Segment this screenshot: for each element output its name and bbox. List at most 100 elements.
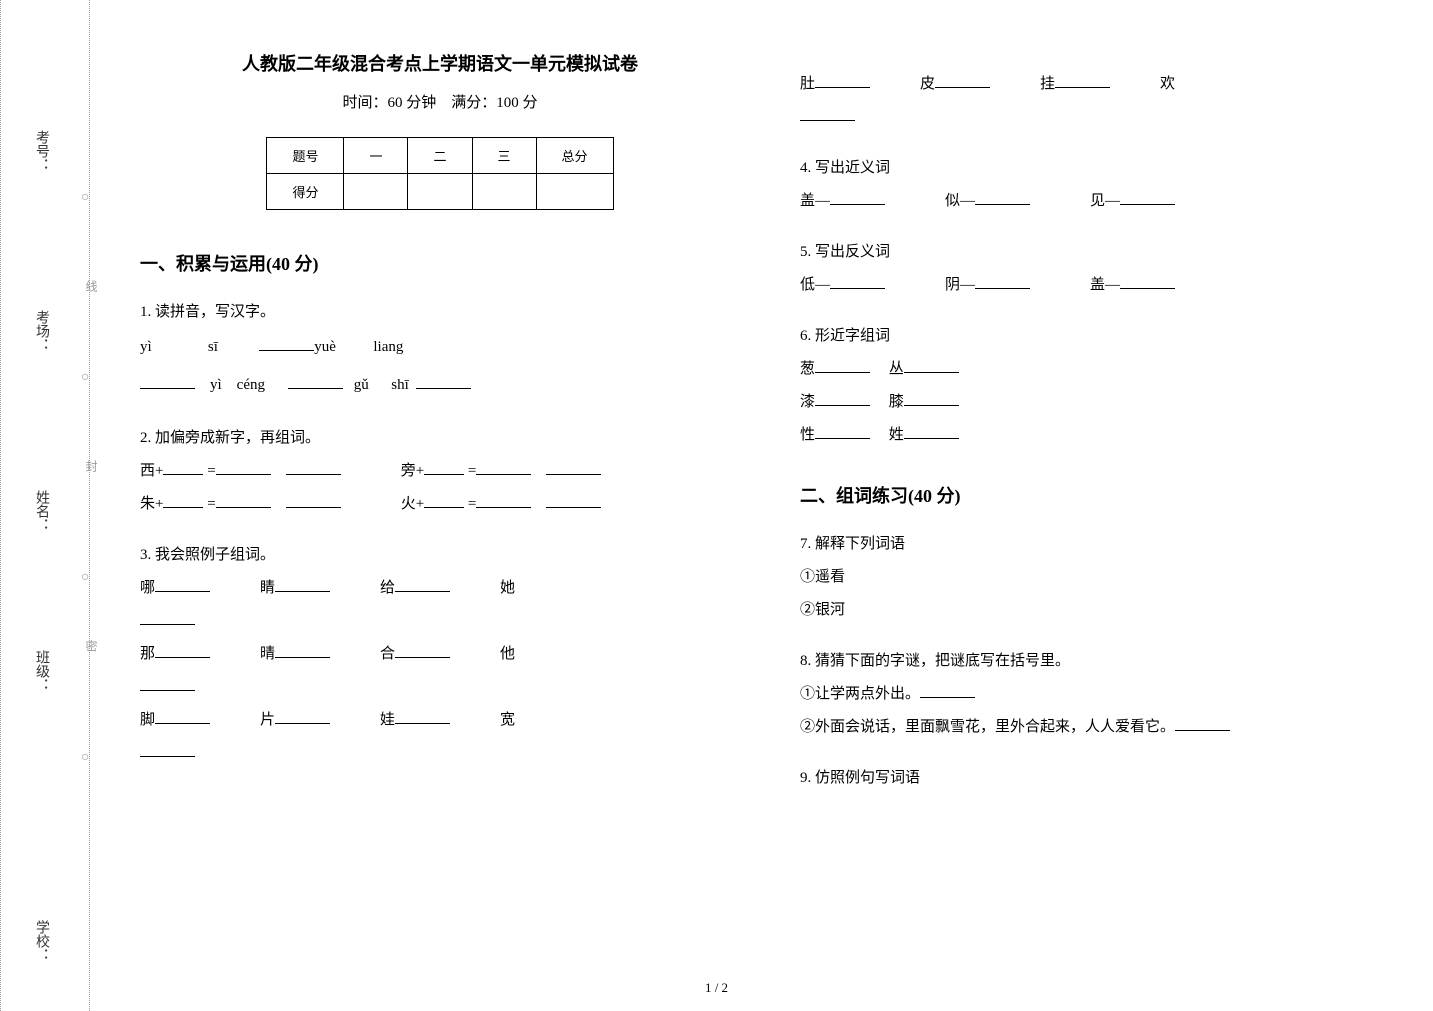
table-cell [472,174,536,210]
q3-char: 欢 [1160,68,1175,101]
q4-items: 盖— 似— 见— [800,185,1400,218]
question-8: 8. 猜猜下面的字谜，把谜底写在括号里。 ①让学两点外出。 ②外面会说话，里面飘… [800,645,1400,744]
pinyin: yì [140,339,152,355]
q8-riddle: ②外面会说话，里面飘雪花，里外合起来，人人爱看它。 [800,711,1400,744]
q3-char: 皮 [920,68,990,101]
q3-blank-row [140,671,740,704]
q5-item: 盖— [1090,269,1175,302]
blank [140,673,195,691]
table-row: 题号 一 二 三 总分 [267,138,613,174]
q7-item: ②银河 [800,594,1400,627]
q3-char: 合 [380,638,450,671]
q6-pair: 性 姓 [800,419,1400,452]
pinyin: céng [237,377,265,393]
blank [163,490,203,508]
blank [163,457,203,475]
q3-blank-row [800,101,1400,134]
blank [1175,713,1230,731]
seal-text-3: 密 [83,640,100,652]
q5-items: 低— 阴— 盖— [800,269,1400,302]
q2-item: 朱+ = [140,488,341,521]
q7-item: ①遥看 [800,561,1400,594]
q1-label: 1. 读拼音，写汉字。 [140,296,740,329]
pinyin: sī [208,339,218,355]
blank [935,70,990,88]
blank [815,421,870,439]
blank [155,706,210,724]
q3-char: 片 [260,704,330,737]
main-content: 人教版二年级混合考点上学期语文一单元模拟试卷 时间：60 分钟 满分：100 分… [110,0,1433,1011]
blank [288,371,343,389]
q4-item: 似— [945,185,1030,218]
blank [830,271,885,289]
blank [216,457,271,475]
blank [259,333,314,351]
blank [975,187,1030,205]
blank [546,490,601,508]
table-cell: 总分 [536,138,613,174]
pinyin: yì [210,377,222,393]
binding-margin: 考号： ○ 线 考场： ○ 封 姓名： ○ 密 班级： ○ 学校： [0,0,110,1011]
margin-label-kaohao: 考号： [31,130,51,172]
q3-char: 肚 [800,68,870,101]
right-column: 肚 皮 挂 欢 4. 写出近义词 盖— 似— 见— 5. 写出反义词 低— 阴—… [770,0,1430,1011]
q9-label: 9. 仿照例句写词语 [800,762,1400,795]
exam-subtitle: 时间：60 分钟 满分：100 分 [140,91,740,112]
q3-char: 挂 [1040,68,1110,101]
blank [904,355,959,373]
question-4: 4. 写出近义词 盖— 似— 见— [800,152,1400,218]
table-cell [536,174,613,210]
q3-char: 哪 [140,572,210,605]
blank [830,187,885,205]
table-cell [408,174,472,210]
margin-label-kaochang: 考场： [31,310,51,352]
q3-continued: 肚 皮 挂 欢 [800,68,1400,134]
q4-item: 见— [1090,185,1175,218]
q7-label: 7. 解释下列词语 [800,528,1400,561]
table-cell: 得分 [267,174,344,210]
pinyin-row: yì sī yuè liang yì céng gǔ shī [140,329,740,404]
blank [424,490,464,508]
pinyin: gǔ [354,377,369,393]
blank [904,388,959,406]
q3-char: 给 [380,572,450,605]
q6-pair: 葱 丛 [800,353,1400,386]
q2-item: 西+ = [140,455,341,488]
q3-char: 脚 [140,704,210,737]
margin-label-xuexiao: 学校： [31,920,51,962]
q3-char: 宽 [500,704,515,737]
blank [476,490,531,508]
q8-label: 8. 猜猜下面的字谜，把谜底写在括号里。 [800,645,1400,678]
question-6: 6. 形近字组词 葱 丛 漆 膝 性 姓 [800,320,1400,452]
q2-item: 火+ = [401,488,602,521]
table-cell: 二 [408,138,472,174]
q4-item: 盖— [800,185,885,218]
q3-char: 那 [140,638,210,671]
q8-riddle: ①让学两点外出。 [800,678,1400,711]
table-row: 得分 [267,174,613,210]
margin-label-banji: 班级： [31,650,51,692]
blank [1120,187,1175,205]
blank [155,574,210,592]
q3-row: 脚 片 娃 宽 [140,704,740,737]
seal-text-2: 封 [83,460,100,472]
blank [275,706,330,724]
question-2: 2. 加偏旁成新字，再组词。 西+ = 旁+ = 朱+ = 火+ = [140,422,740,521]
pinyin: liang [373,339,403,355]
blank [395,640,450,658]
pinyin: shī [391,377,409,393]
q3-blank-row [140,737,740,770]
seal-circle: ○ [81,570,89,586]
blank [140,607,195,625]
blank [395,574,450,592]
table-cell: 三 [472,138,536,174]
blank [140,739,195,757]
q2-label: 2. 加偏旁成新字，再组词。 [140,422,740,455]
seal-text-1: 线 [83,280,100,292]
blank [275,640,330,658]
question-3: 3. 我会照例子组词。 哪 睛 给 她 那 晴 合 他 脚 [140,539,740,770]
question-9: 9. 仿照例句写词语 [800,762,1400,795]
blank [546,457,601,475]
blank [904,421,959,439]
q3-char: 娃 [380,704,450,737]
